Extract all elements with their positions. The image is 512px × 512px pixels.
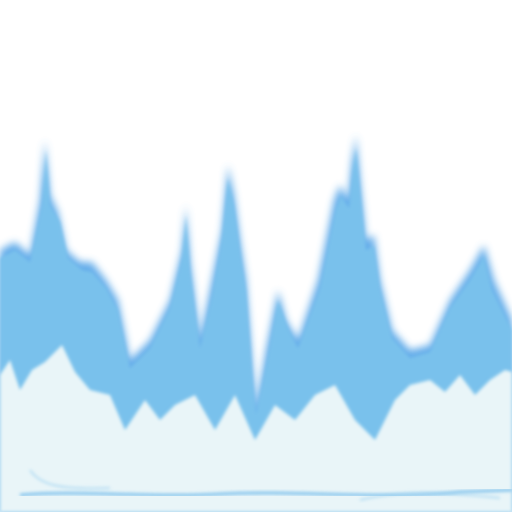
- flame-base-streak: [29, 469, 501, 501]
- flame-core: [0, 345, 512, 512]
- flame-base-streak: [19, 488, 512, 497]
- flame-body: [0, 148, 512, 512]
